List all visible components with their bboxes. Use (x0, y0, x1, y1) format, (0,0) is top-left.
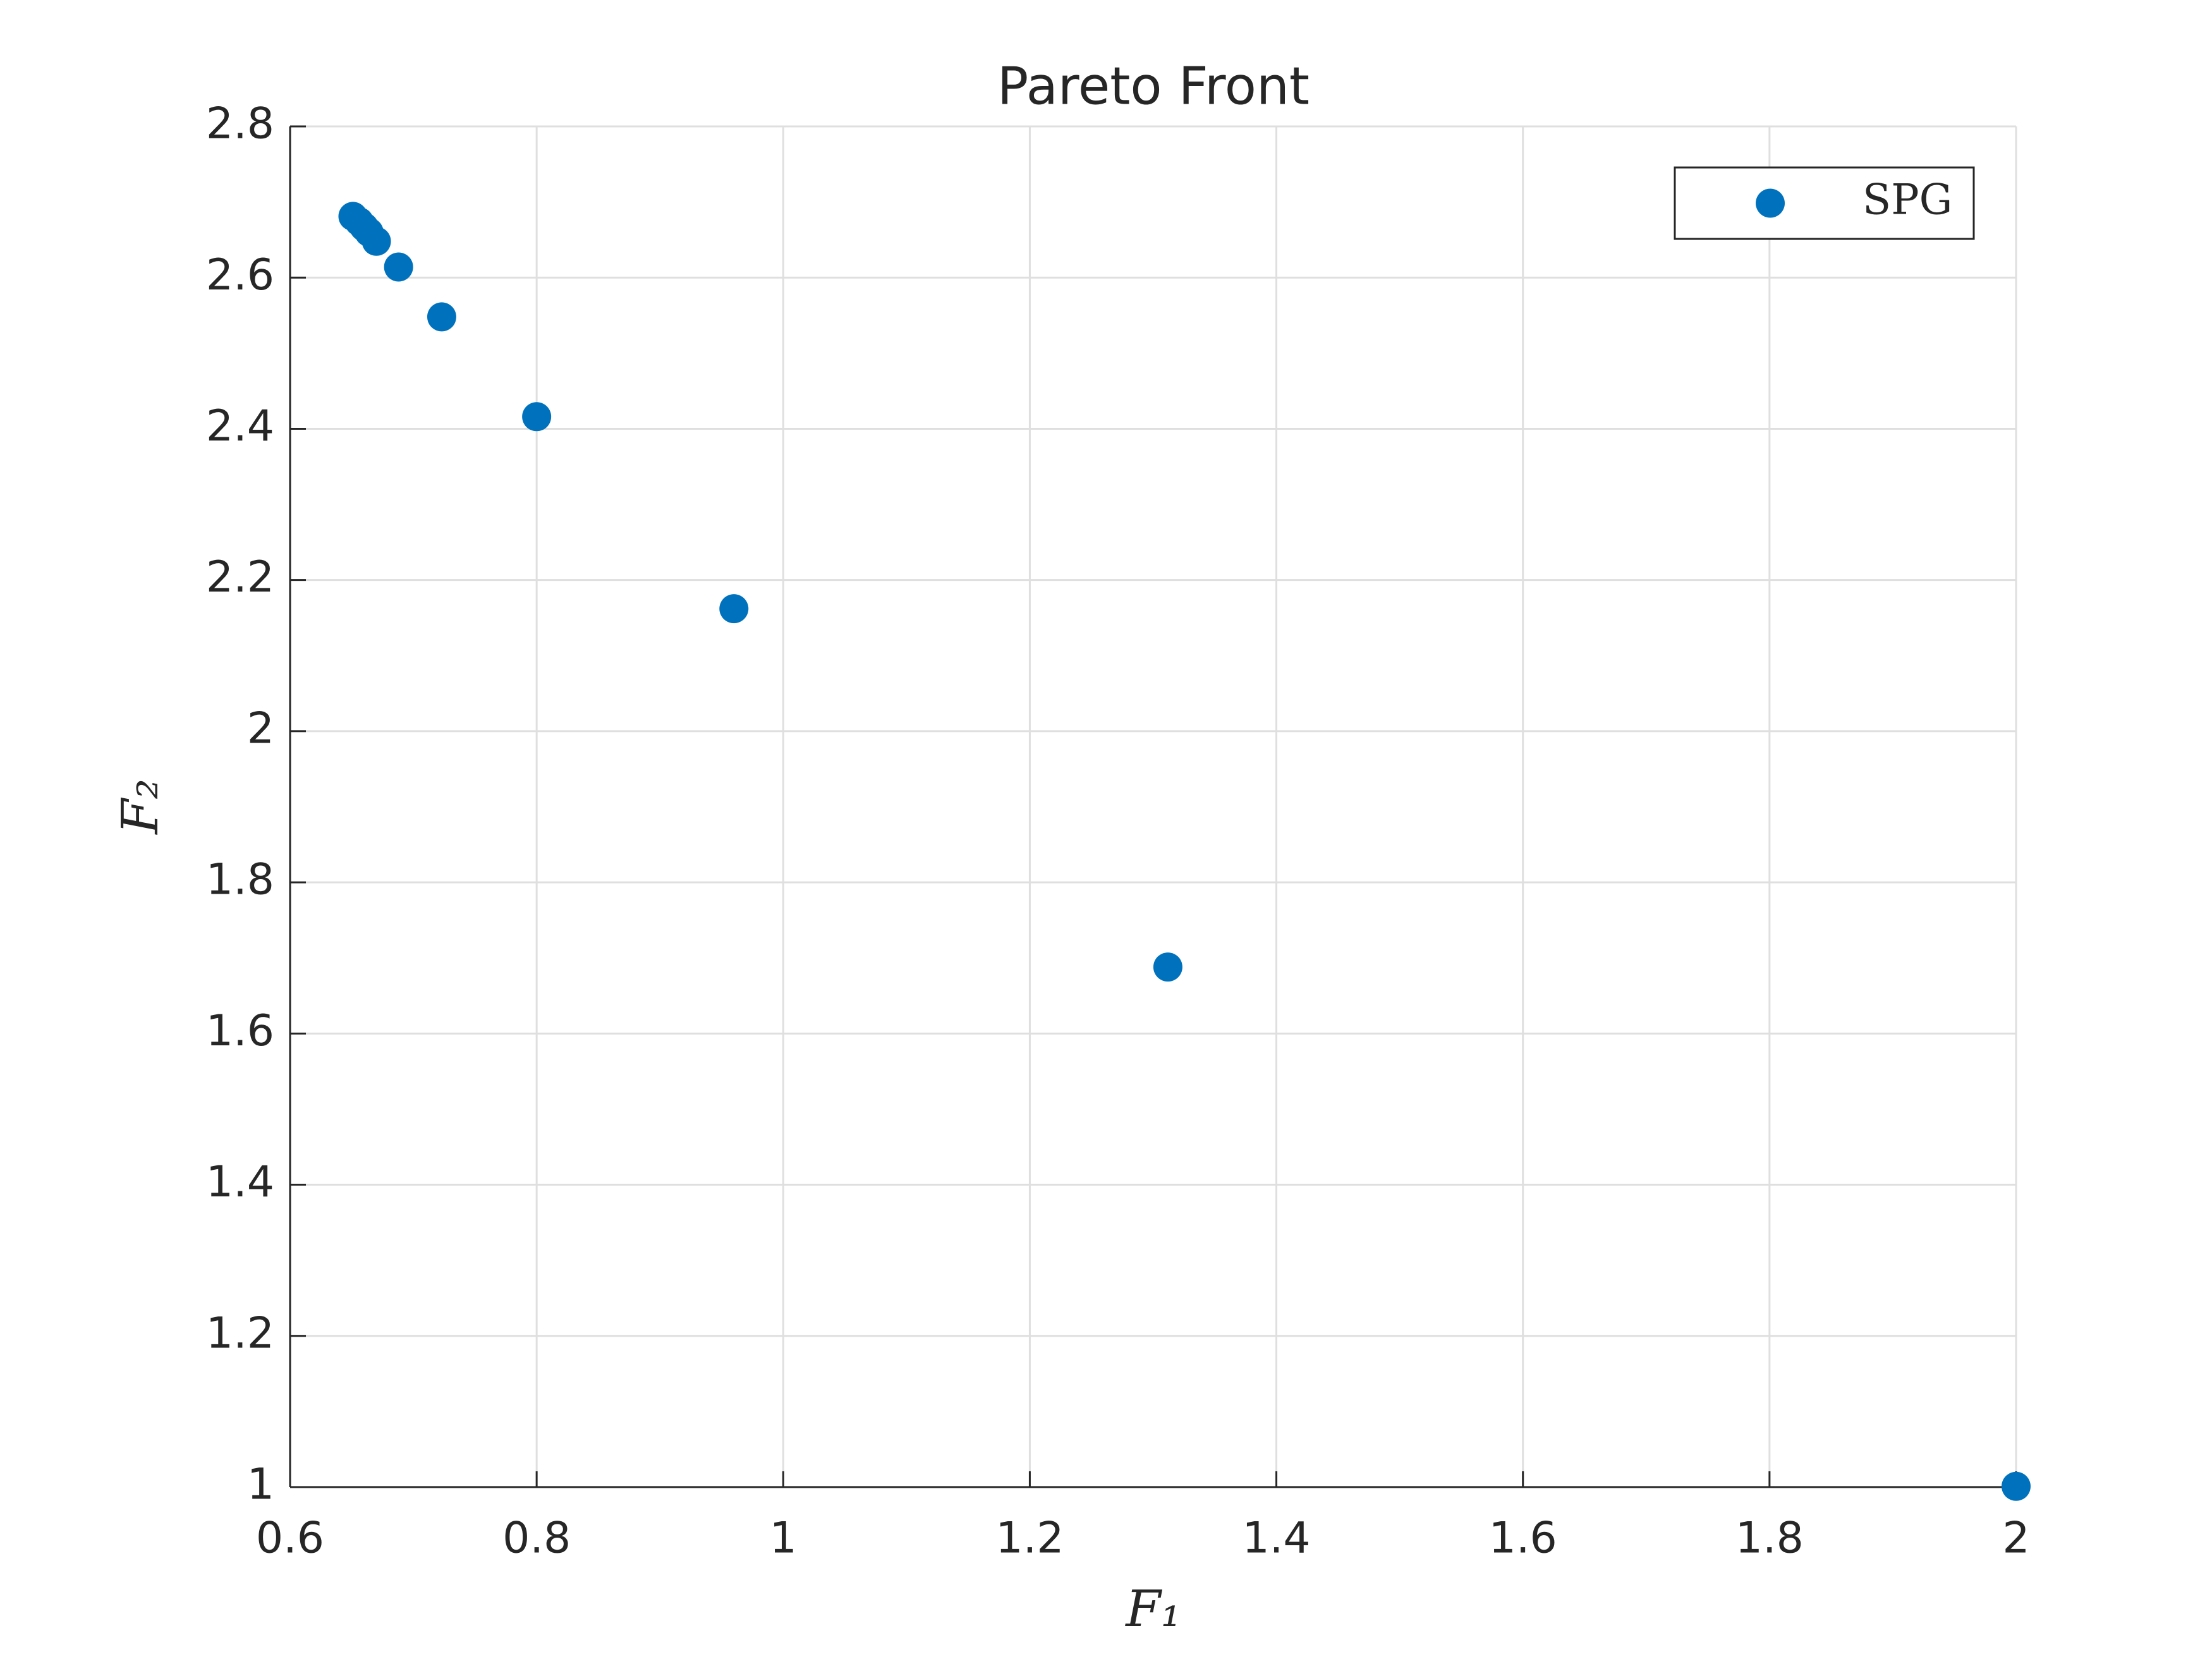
y-tick-label: 2.8 (206, 99, 274, 149)
y-tick-label: 2.6 (206, 250, 274, 300)
y-tick-label: 2.4 (206, 401, 274, 451)
data-point (384, 252, 413, 282)
legend-marker (1756, 188, 1785, 218)
x-axis-label: F₁ (1124, 1579, 1181, 1638)
x-tick-label: 1.4 (1242, 1514, 1310, 1564)
x-tick-label: 1 (770, 1514, 797, 1564)
legend-box (1674, 166, 1975, 240)
y-tick-label: 1.4 (206, 1157, 274, 1207)
data-point (2002, 1471, 2031, 1501)
data-point (522, 402, 552, 432)
legend-label: SPG (1863, 176, 1952, 224)
data-point (362, 226, 391, 256)
plot-area (290, 126, 2016, 1487)
x-tick-label: 2 (2002, 1514, 2029, 1564)
y-tick-label: 2.2 (206, 552, 274, 602)
y-tick-label: 1.8 (206, 855, 274, 905)
y-tick-label: 1.6 (206, 1006, 274, 1056)
x-tick-label: 1.6 (1489, 1514, 1557, 1564)
y-tick-label: 1.2 (206, 1308, 274, 1358)
data-point (427, 302, 456, 332)
x-tick-label: 1.8 (1735, 1514, 1804, 1564)
data-point (719, 594, 749, 624)
x-tick-label: 0.6 (256, 1514, 324, 1564)
data-point (1153, 952, 1182, 982)
y-tick-label: 2 (247, 703, 274, 753)
x-tick-label: 0.8 (502, 1514, 571, 1564)
x-tick-label: 1.2 (995, 1514, 1064, 1564)
y-tick-label: 1 (247, 1460, 274, 1510)
chart-title: Pareto Front (997, 56, 1310, 116)
y-axis-label: F₂ (111, 779, 169, 836)
